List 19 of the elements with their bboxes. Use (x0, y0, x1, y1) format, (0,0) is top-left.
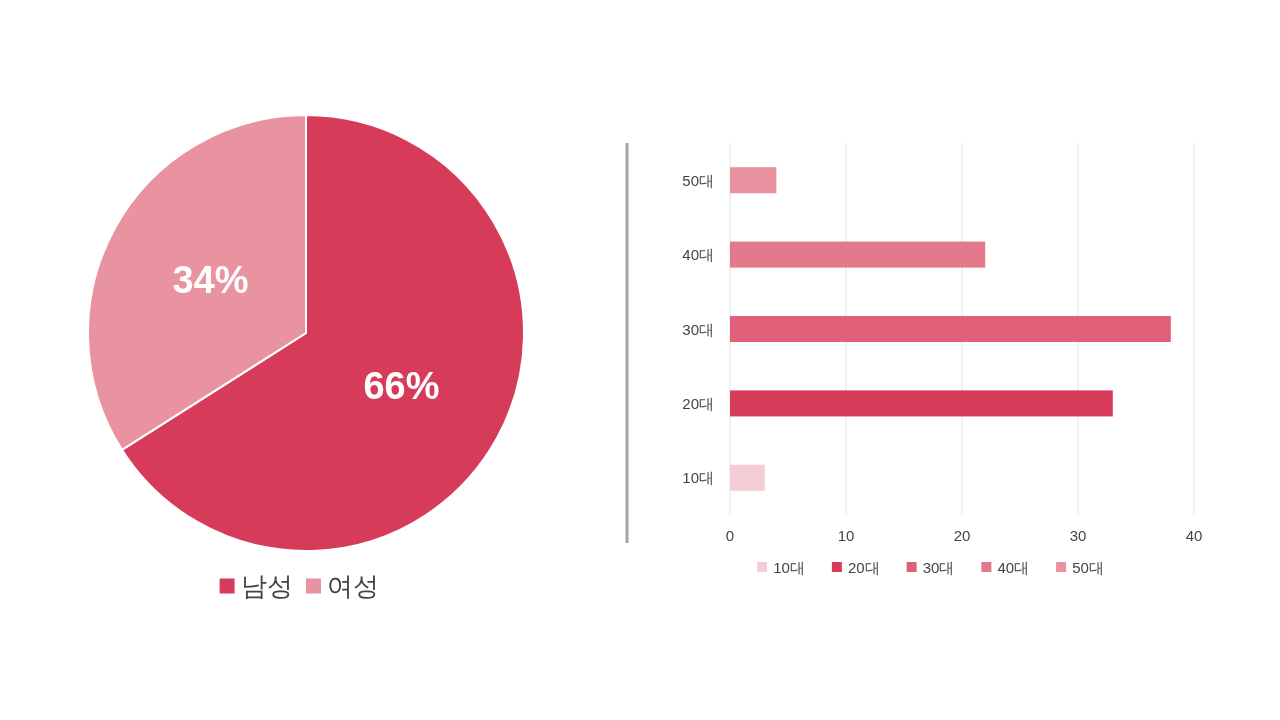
legend-label: 20대 (847, 558, 880, 576)
data-label: 34% (172, 259, 249, 302)
y-tick-label: 10대 (682, 469, 714, 487)
legend-label: 40대 (997, 558, 1030, 576)
x-tick-label: 0 (725, 527, 735, 544)
legend-label: 여성 (327, 571, 379, 601)
y-tick-label: 50대 (682, 171, 714, 189)
x-tick-label: 40 (1185, 527, 1203, 544)
legend-label: 남성 (240, 571, 293, 601)
legend-label: 50대 (1072, 558, 1104, 576)
x-tick-label: 20 (953, 527, 971, 544)
y-tick-label: 20대 (682, 394, 714, 412)
legend-label: 30대 (922, 558, 955, 576)
legend-label: 10대 (773, 558, 805, 576)
y-tick-label: 40대 (682, 246, 714, 264)
y-tick-label: 30대 (682, 320, 714, 338)
x-tick-label: 30 (1069, 527, 1087, 544)
x-tick-label: 10 (837, 527, 855, 544)
data-label: 66% (363, 364, 440, 407)
